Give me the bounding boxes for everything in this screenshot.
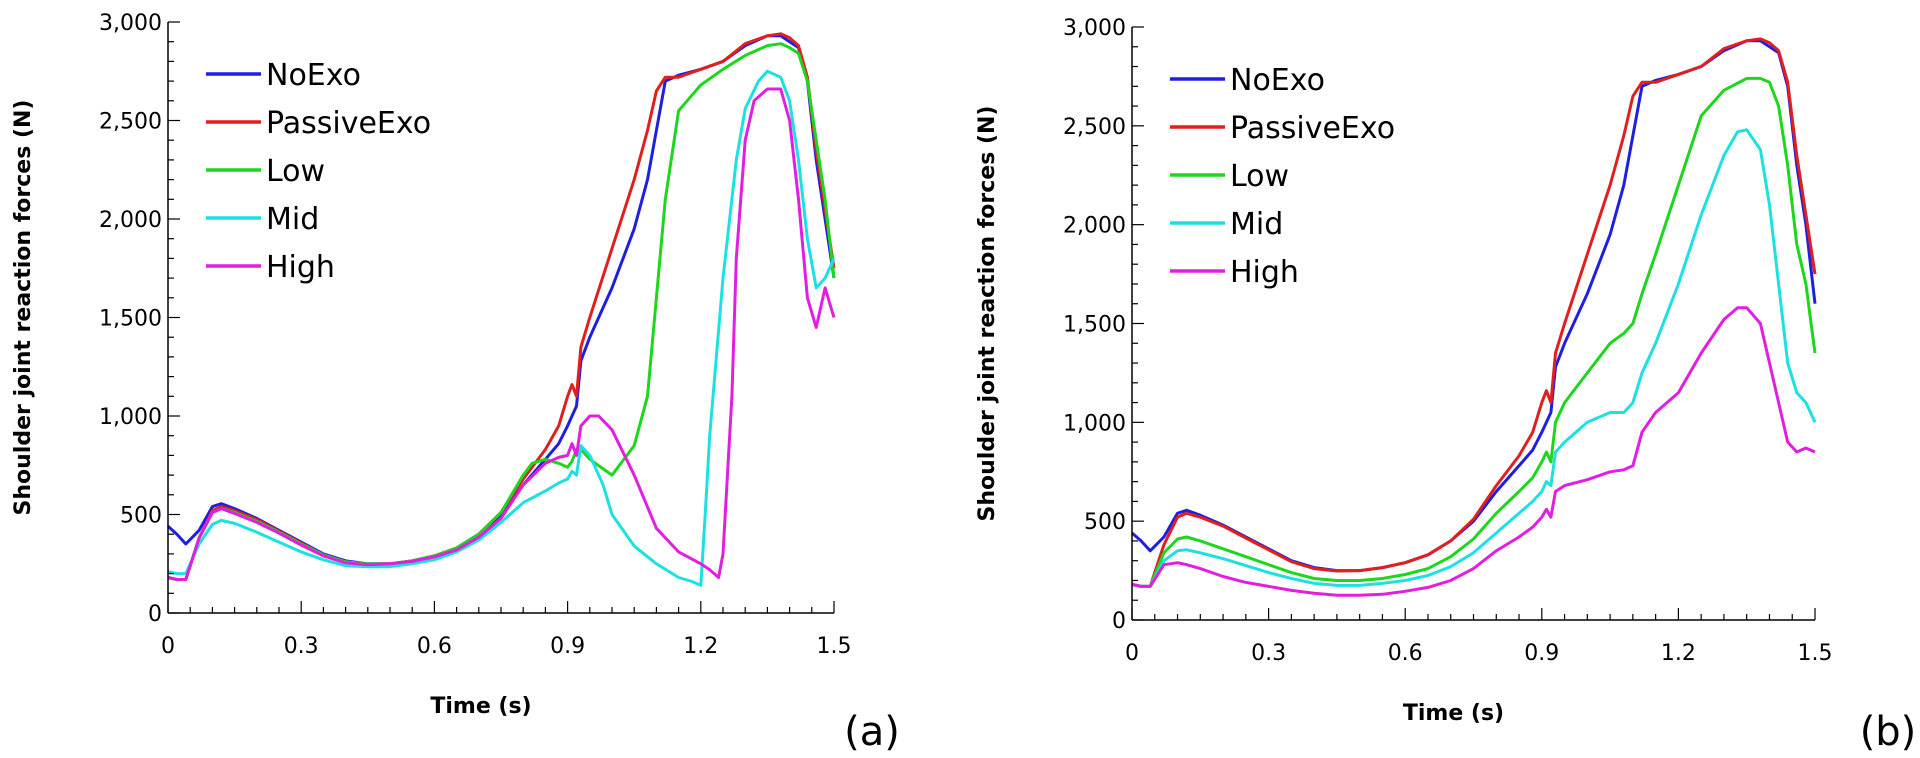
x-tick-label: 1.5 (1798, 641, 1833, 666)
x-tick-label: 0.9 (550, 634, 585, 659)
chart-panel-b: 0 500 1,000 1,500 2,000 2,500 3,000 0 0.3 0.6 0.9 1… (975, 16, 1916, 755)
y-tick-label: 2,500 (1063, 115, 1126, 140)
y-axis-title: Shoulder joint reaction forces (N) (11, 100, 36, 516)
x-tick-label: 0 (161, 634, 175, 659)
x-axis-title: Time (s) (430, 694, 531, 719)
legend-label-high: High (1230, 255, 1299, 290)
legend-label-low: Low (1230, 159, 1289, 194)
chart-panel-a: 0 500 1,000 1,500 2,000 2,500 3,000 0 0.3 0.6 0.9 1… (11, 11, 900, 755)
series-line-mid (167, 69, 836, 587)
y-tick-label: 2,500 (99, 110, 162, 135)
y-axis-title: Shoulder joint reaction forces (N) (975, 106, 1000, 522)
legend: NoExo PassiveExo Low Mid High (1170, 63, 1395, 290)
legend-label-mid: Mid (266, 202, 319, 237)
y-tick-label: 1,000 (1063, 411, 1126, 436)
series-line-high (167, 87, 836, 581)
x-tick-label: 0.3 (1251, 641, 1286, 666)
y-tick-label: 1,000 (99, 405, 162, 430)
legend-label-noexo: NoExo (266, 58, 361, 93)
legend-label-low: Low (266, 154, 325, 189)
y-tick-label: 500 (120, 504, 162, 529)
y-tick-label: 3,000 (1063, 16, 1126, 41)
x-tick-label: 0.6 (1388, 641, 1423, 666)
y-tick-label: 1,500 (1063, 313, 1126, 338)
legend-label-noexo: NoExo (1230, 63, 1325, 98)
series-line-high (1131, 306, 1816, 597)
legend: NoExo PassiveExo Low Mid High (206, 58, 431, 285)
legend-label-mid: Mid (1230, 207, 1283, 242)
legend-label-passiveexo: PassiveExo (1230, 111, 1395, 146)
x-tick-label: 0.3 (284, 634, 319, 659)
series-line-mid (1131, 128, 1817, 588)
y-tick-label: 1,500 (99, 307, 162, 332)
panel-label: (b) (1860, 709, 1917, 755)
x-axis-title: Time (s) (1403, 701, 1504, 726)
series-line-low (1131, 76, 1817, 588)
x-tick-label: 1.5 (817, 634, 852, 659)
series-line-passiveexo (1131, 37, 1817, 588)
x-tick-label: 1.2 (683, 634, 718, 659)
x-tick-label: 0.9 (1524, 641, 1559, 666)
y-tick-label: 0 (1112, 609, 1126, 634)
legend-label-high: High (266, 250, 335, 285)
x-tick-label: 0 (1125, 641, 1139, 666)
panel-label: (a) (844, 709, 900, 755)
y-tick-label: 2,000 (99, 208, 162, 233)
y-tick-label: 3,000 (99, 11, 162, 36)
y-tick-label: 2,000 (1063, 214, 1126, 239)
series-line-passiveexo (167, 32, 836, 581)
x-tick-label: 0.6 (417, 634, 452, 659)
y-tick-label: 0 (148, 602, 162, 627)
y-tick-label: 500 (1084, 510, 1126, 535)
legend-label-passiveexo: PassiveExo (266, 106, 431, 141)
x-tick-label: 1.2 (1661, 641, 1696, 666)
